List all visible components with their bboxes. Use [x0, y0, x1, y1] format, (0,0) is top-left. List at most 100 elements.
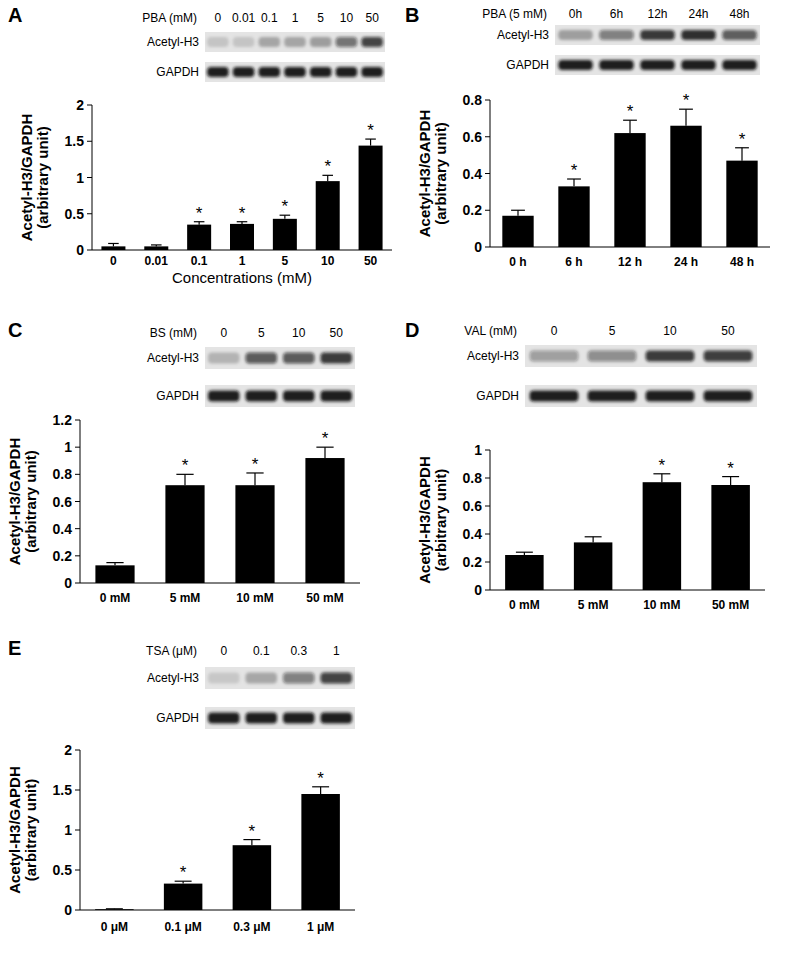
y-tick — [485, 562, 490, 563]
error-stem — [629, 120, 630, 133]
bar — [359, 146, 383, 250]
blot-strip — [555, 55, 760, 75]
panel-letter: D — [405, 319, 419, 341]
lane-label: 50 — [330, 326, 344, 340]
y-tick — [87, 105, 92, 106]
y-axis-label: (arbitrary unit) — [432, 122, 449, 225]
x-tick-label: 6 h — [565, 255, 582, 269]
x-tick-label: 12 h — [618, 255, 642, 269]
bar — [187, 225, 211, 250]
lane-label: 0.01 — [232, 11, 256, 25]
y-tick — [75, 528, 80, 529]
marks — [95, 787, 340, 910]
error-bar — [623, 120, 637, 133]
blot-band — [283, 353, 315, 364]
y-axis-label: Acetyl-H3/GAPDH — [6, 766, 23, 894]
blot-row-label: GAPDH — [506, 58, 549, 72]
panel: DVAL (mM)051050Acetyl-H3GAPDHAcetyl-H3/G… — [405, 319, 765, 612]
lane-label: 1 — [292, 11, 299, 25]
blot-band — [722, 60, 756, 70]
significance-mark: * — [180, 863, 187, 882]
blot-band — [336, 67, 358, 77]
error-bar — [108, 243, 119, 246]
y-tick-label: 0.5 — [65, 206, 85, 222]
blot-strip — [205, 32, 385, 52]
error-bar — [585, 537, 602, 543]
blot-band — [246, 713, 278, 724]
x-tick-label: 0 — [110, 254, 117, 268]
blot-band — [361, 37, 383, 47]
y-tick — [75, 583, 80, 584]
bar — [164, 884, 203, 910]
treatment-label: BS (mM) — [150, 326, 197, 340]
panel: CBS (mM)051050Acetyl-H3GAPDHAcetyl-H3/GA… — [6, 319, 360, 605]
blot-row-label: GAPDH — [476, 389, 519, 403]
lane-label: 0 — [220, 326, 227, 340]
blot-band — [599, 30, 633, 40]
blot-row-label: Acetyl-H3 — [497, 28, 549, 42]
blot-band — [558, 60, 592, 70]
error-cap — [106, 562, 123, 563]
x-tick-label: 10 — [321, 254, 335, 268]
blot-band — [208, 391, 240, 402]
significance-mark: * — [317, 769, 324, 788]
bar — [233, 845, 272, 910]
significance-mark: * — [659, 456, 666, 475]
y-tick — [87, 213, 92, 214]
lane-label: 1 — [333, 644, 340, 658]
bar — [301, 794, 340, 910]
significance-mark: * — [739, 130, 746, 149]
bar — [643, 482, 682, 590]
bar — [726, 161, 757, 247]
y-tick-label: 0 — [64, 902, 72, 918]
lane-label: 5 — [609, 324, 616, 338]
significance-mark: * — [239, 204, 246, 223]
y-tick-label: 0.8 — [463, 470, 483, 486]
y-tick — [75, 910, 80, 911]
blot-band — [283, 391, 315, 402]
lane-label: 12h — [647, 7, 667, 21]
y-tick — [485, 590, 490, 591]
y-tick-label: 0 — [76, 242, 84, 258]
blot-band — [208, 353, 240, 364]
blot-band — [283, 673, 315, 684]
y-axis-label: Acetyl-H3/GAPDH — [18, 114, 35, 242]
y-tick-label: 1 — [64, 822, 72, 838]
y-tick — [87, 141, 92, 142]
lane-label: 24h — [688, 7, 708, 21]
blot-band — [321, 713, 353, 724]
error-cap — [511, 210, 525, 211]
y-tick — [75, 501, 80, 502]
lane-label: 6h — [610, 7, 623, 21]
bar — [558, 186, 589, 247]
lane-label: 0 — [551, 324, 558, 338]
significance-mark: * — [367, 121, 374, 140]
blot-band — [246, 673, 278, 684]
blot-band — [599, 60, 633, 70]
y-tick-label: 1.2 — [53, 412, 73, 428]
blot-band — [588, 391, 637, 402]
y-tick-label: 1.5 — [65, 133, 85, 149]
x-tick-label: 5 mM — [578, 598, 609, 612]
y-tick-label: 1 — [76, 170, 84, 186]
x-tick-label: 48 h — [730, 255, 754, 269]
panel: APBA (mM)00.010.1151050Acetyl-H3GAPDHAce… — [8, 4, 392, 286]
blot-band — [284, 37, 306, 47]
blot-band — [722, 30, 756, 40]
x-tick-label: 1 — [239, 254, 246, 268]
bar — [614, 133, 645, 247]
blot-band — [310, 67, 332, 77]
bar — [502, 216, 533, 247]
significance-mark: * — [282, 197, 289, 216]
error-stem — [741, 148, 742, 161]
error-stem — [593, 537, 594, 543]
x-axis-label: Concentrations (mM) — [172, 269, 312, 286]
lane-label: 0.3 — [290, 644, 307, 658]
y-tick-label: 0.4 — [463, 526, 483, 542]
bar — [230, 224, 254, 250]
blot-band — [640, 30, 674, 40]
error-stem — [517, 210, 518, 216]
blot-band — [681, 30, 715, 40]
x-tick-label: 0 mM — [509, 598, 540, 612]
y-tick — [485, 478, 490, 479]
